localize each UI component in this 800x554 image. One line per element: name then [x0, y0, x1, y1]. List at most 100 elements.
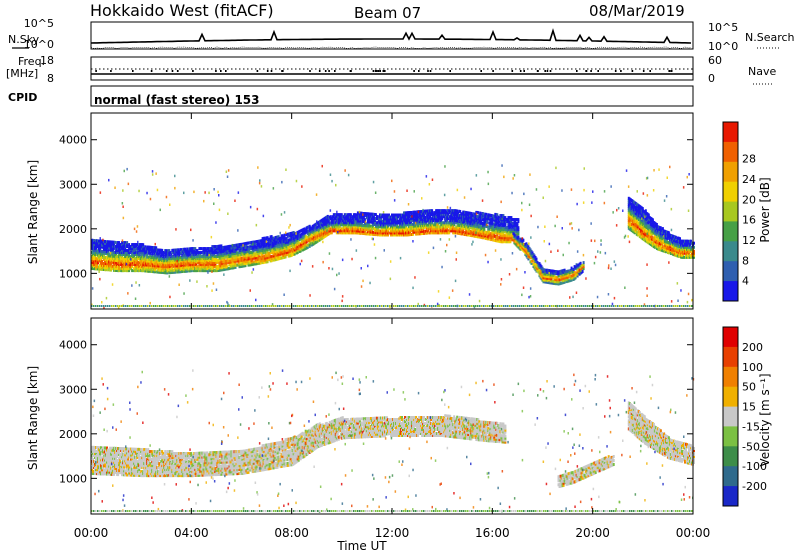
scatter-cell: [412, 232, 415, 236]
scatter-cell: [266, 248, 269, 252]
nsky-tick-bottom: 10^0: [24, 38, 54, 51]
scatter-cell: [105, 268, 107, 272]
freq-mark: [225, 70, 227, 72]
scatter-cell: [409, 231, 412, 235]
freq-mark: [614, 70, 617, 72]
scatter-cell: [306, 245, 309, 249]
scatter-cell: [367, 214, 370, 218]
scatter-cell: [176, 268, 179, 272]
scatter-cell: [437, 217, 440, 221]
scatter-cell: [647, 227, 650, 231]
scatter-cell: [155, 246, 158, 250]
scatter-cell: [138, 269, 141, 273]
freq-mark: [480, 70, 482, 72]
freq-mark: [519, 70, 522, 72]
scatter-cell: [687, 253, 689, 257]
scatter-cell: [238, 247, 241, 251]
scatter-cell: [170, 265, 173, 268]
scatter-cell: [283, 233, 286, 237]
scatter-cell: [268, 253, 271, 257]
scatter-cell: [448, 223, 451, 227]
scatter-cell: [269, 243, 272, 247]
scatter-cell: [112, 246, 115, 250]
scatter-cell: [467, 211, 470, 215]
scatter-cell: [228, 267, 231, 270]
scatter-cell: [517, 230, 520, 234]
scatter-cell: [234, 265, 237, 269]
scatter-cell: [240, 244, 243, 248]
scatter-cell: [92, 253, 94, 256]
scatter-cell: [208, 259, 211, 263]
scatter-cell: [495, 223, 498, 227]
scatter-cell: [275, 241, 278, 245]
scatter-cell: [123, 269, 126, 273]
scatter-cell: [668, 239, 671, 243]
scatter-cell: [98, 241, 100, 245]
scatter-cell: [681, 245, 683, 249]
scatter-cell: [118, 269, 121, 273]
scatter-cell: [220, 248, 223, 252]
freq-mark: [549, 70, 552, 72]
scatter-cell: [497, 219, 500, 223]
scatter-cell: [246, 245, 249, 249]
scatter-cell: [679, 237, 681, 241]
scatter-cell: [393, 221, 395, 225]
scatter-cell: [169, 251, 172, 255]
scatter-cell: [160, 260, 163, 264]
scatter-cell: [322, 227, 325, 231]
scatter-cell: [514, 220, 517, 224]
scatter-cell: [316, 237, 319, 241]
freq-unit-label: [MHz]: [6, 67, 38, 80]
scatter-cell: [344, 213, 347, 217]
scatter-cell: [138, 253, 141, 257]
scatter-cell: [131, 251, 134, 255]
scatter-cell: [276, 251, 279, 255]
scatter-cell: [475, 216, 478, 220]
scatter-cell: [647, 239, 650, 243]
scatter-cell: [98, 245, 100, 249]
scatter-cell: [349, 217, 352, 221]
scatter-cell: [130, 267, 133, 271]
freq-mark: [413, 70, 415, 72]
scatter-cell: [675, 252, 678, 256]
scatter-cell: [217, 260, 220, 264]
scatter-cell: [180, 248, 183, 252]
scatter-cell: [437, 227, 440, 231]
scatter-cell: [397, 219, 399, 223]
scatter-cell: [261, 253, 264, 257]
scatter-cell: [115, 265, 118, 268]
scatter-cell: [179, 260, 182, 264]
freq-mark: [176, 70, 179, 72]
scatter-cell: [647, 241, 650, 245]
scatter-cell: [180, 252, 183, 256]
scatter-cell: [509, 240, 512, 244]
scatter-cell: [225, 263, 228, 267]
scatter-cell: [186, 247, 189, 251]
scatter-cell: [380, 219, 382, 223]
freq-mark: [192, 70, 194, 72]
scatter-cell: [387, 229, 389, 233]
scatter-cell: [363, 230, 366, 234]
scatter-cell: [492, 224, 495, 228]
scatter-cell: [209, 253, 212, 257]
scatter-cell: [636, 225, 639, 229]
scatter-cell: [328, 223, 331, 227]
freq-mark: [492, 70, 494, 72]
scatter-cell: [243, 256, 246, 260]
scatter-cell: [91, 262, 93, 266]
scatter-cell: [128, 269, 131, 273]
scatter-cell: [470, 230, 473, 233]
scatter-cell: [647, 219, 650, 223]
scatter-cell: [661, 227, 664, 231]
scatter-cell: [664, 250, 667, 254]
scatter-cell: [207, 257, 210, 261]
scatter-cell: [394, 225, 396, 229]
scatter-cell: [416, 230, 419, 234]
scatter-cell: [135, 265, 138, 269]
scatter-cell: [390, 225, 392, 229]
scatter-cell: [223, 249, 226, 253]
scatter-cell: [422, 227, 425, 231]
scatter-cell: [446, 215, 449, 219]
nave-tick-top: 60: [708, 54, 722, 67]
scatter-cell: [205, 259, 208, 263]
